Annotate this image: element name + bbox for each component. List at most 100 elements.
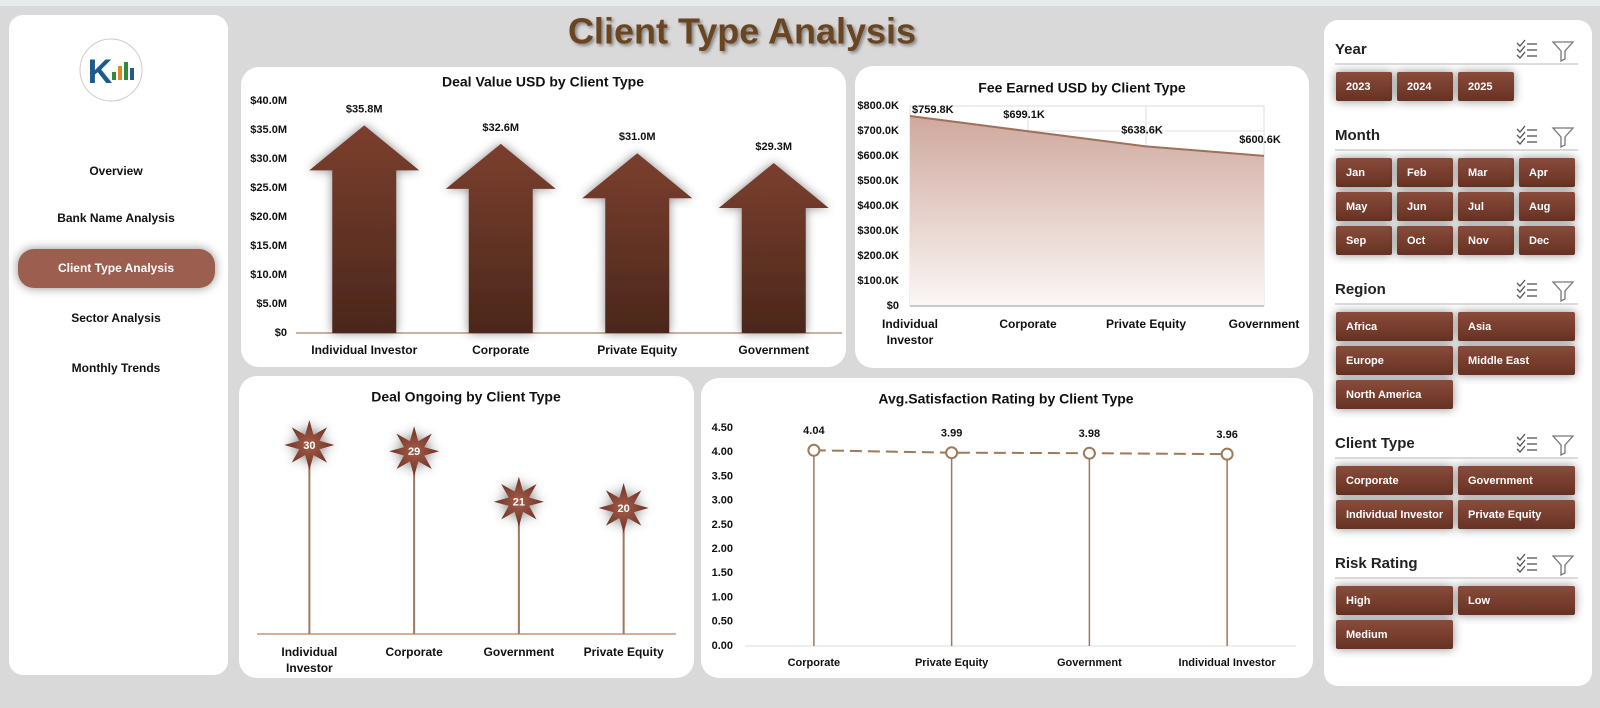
slicer-item[interactable]: Apr <box>1529 167 1549 179</box>
slicer-button[interactable] <box>1397 192 1453 221</box>
clear-filter-icon[interactable] <box>1551 41 1575 63</box>
slicer-button[interactable] <box>1458 158 1514 187</box>
slicer-button[interactable] <box>1458 312 1575 341</box>
select-all-icon[interactable] <box>1516 291 1526 299</box>
slicer-button[interactable] <box>1458 192 1514 221</box>
slicer-button[interactable] <box>1519 192 1575 221</box>
slicer-button[interactable] <box>1519 158 1575 187</box>
slicer-button[interactable] <box>1519 226 1575 255</box>
clear-filter-icon[interactable] <box>1551 555 1575 577</box>
y-tick-label: 3.00 <box>712 495 733 507</box>
slicer-button[interactable] <box>1336 500 1453 529</box>
select-all-icon[interactable] <box>1516 559 1526 567</box>
nav-item[interactable]: Sector Analysis <box>71 311 161 325</box>
value-label: 29 <box>408 446 420 458</box>
slicer-title: Region <box>1335 281 1386 298</box>
y-tick-label: 4.50 <box>712 422 733 434</box>
logo: K <box>79 38 143 102</box>
select-all-icon[interactable] <box>1516 285 1526 293</box>
slicer-button[interactable] <box>1397 226 1453 255</box>
slicer-item[interactable]: Corporate <box>1346 475 1399 487</box>
y-tick-label: $100.0K <box>857 275 899 287</box>
slicer-item[interactable]: Middle East <box>1468 355 1529 367</box>
y-tick-label: $30.0M <box>250 153 287 165</box>
select-all-icon[interactable] <box>1516 279 1526 287</box>
nav-item[interactable]: Overview <box>89 164 143 178</box>
chart-title: Deal Value USD by Client Type <box>442 74 644 90</box>
slicer-item[interactable]: Jun <box>1407 201 1427 213</box>
nav-item[interactable]: Bank Name Analysis <box>57 211 175 225</box>
marker <box>945 446 959 460</box>
slicer-item[interactable]: May <box>1346 201 1368 213</box>
slicer-item[interactable]: Medium <box>1346 629 1388 641</box>
value-label: 20 <box>618 503 630 515</box>
slicer-button[interactable] <box>1458 346 1575 375</box>
slicer-button[interactable] <box>1336 192 1392 221</box>
star-marker <box>493 476 544 527</box>
slicer-item[interactable]: North America <box>1346 389 1422 401</box>
y-tick-label: $700.0K <box>857 125 899 137</box>
slicer-button[interactable] <box>1336 158 1392 187</box>
slicer-button[interactable] <box>1336 312 1453 341</box>
slicer-button[interactable] <box>1336 72 1392 101</box>
slicer-item[interactable]: Aug <box>1529 201 1550 213</box>
slicer-item[interactable]: Oct <box>1407 235 1426 247</box>
slicer-button[interactable] <box>1336 346 1453 375</box>
slicer-item[interactable]: Mar <box>1468 167 1488 179</box>
select-all-icon[interactable] <box>1516 51 1526 59</box>
clear-filter-icon[interactable] <box>1551 435 1575 457</box>
slicer-item[interactable]: Jan <box>1346 167 1365 179</box>
select-all-icon[interactable] <box>1516 39 1526 47</box>
nav-item[interactable]: Monthly Trends <box>72 361 161 375</box>
select-all-icon[interactable] <box>1516 553 1526 561</box>
slicer-item[interactable]: Jul <box>1468 201 1484 213</box>
select-all-icon[interactable] <box>1516 433 1526 441</box>
nav-item[interactable]: Client Type Analysis <box>58 261 174 275</box>
slicer-item[interactable]: 2023 <box>1346 81 1370 93</box>
select-all-icon[interactable] <box>1516 125 1526 133</box>
slicer-item[interactable]: Nov <box>1468 235 1490 247</box>
slicer-button[interactable] <box>1458 500 1575 529</box>
slicer-button[interactable] <box>1397 158 1453 187</box>
slicer-button[interactable] <box>1458 466 1575 495</box>
select-all-icon[interactable] <box>1516 45 1526 53</box>
bar <box>582 153 693 333</box>
select-all-icon[interactable] <box>1516 131 1526 139</box>
chart-title: Deal Ongoing by Client Type <box>371 389 561 405</box>
select-all-icon[interactable] <box>1516 137 1526 145</box>
slicer-item[interactable]: Africa <box>1346 321 1378 333</box>
slicer-item[interactable]: Government <box>1468 475 1533 487</box>
slicer-item[interactable]: Feb <box>1407 167 1427 179</box>
slicer-item[interactable]: Sep <box>1346 235 1366 247</box>
slicer-button[interactable] <box>1397 72 1453 101</box>
slicer-button[interactable] <box>1336 226 1392 255</box>
slicer-button[interactable] <box>1458 226 1514 255</box>
slicer-title: Risk Rating <box>1335 555 1418 572</box>
clear-filter-icon[interactable] <box>1551 127 1575 149</box>
y-tick-label: $400.0K <box>857 200 899 212</box>
nav-active <box>18 249 215 288</box>
slicer-button[interactable] <box>1458 72 1514 101</box>
star-marker <box>284 420 335 470</box>
slicer-item[interactable]: Europe <box>1346 355 1384 367</box>
slicer-button[interactable] <box>1336 380 1453 409</box>
slicer-button[interactable] <box>1458 586 1575 615</box>
slicer-item[interactable]: Asia <box>1468 321 1492 333</box>
slicer-item[interactable]: 2024 <box>1407 81 1432 93</box>
sidebar <box>9 15 228 675</box>
slicer-button[interactable] <box>1336 620 1453 649</box>
select-all-icon[interactable] <box>1516 439 1526 447</box>
slicer-item[interactable]: High <box>1346 595 1371 607</box>
y-tick-label: $20.0M <box>250 211 287 223</box>
slicer-item[interactable]: Private Equity <box>1468 509 1542 521</box>
marker <box>1082 446 1096 460</box>
clear-filter-icon[interactable] <box>1551 281 1575 303</box>
slicer-item[interactable]: Dec <box>1529 235 1549 247</box>
slicer-button[interactable] <box>1336 586 1453 615</box>
slicer-item[interactable]: 2025 <box>1468 81 1492 93</box>
slicer-button[interactable] <box>1336 466 1453 495</box>
slicer-item[interactable]: Individual Investor <box>1346 509 1444 521</box>
select-all-icon[interactable] <box>1516 445 1526 453</box>
select-all-icon[interactable] <box>1516 565 1526 573</box>
slicer-item[interactable]: Low <box>1468 595 1490 607</box>
